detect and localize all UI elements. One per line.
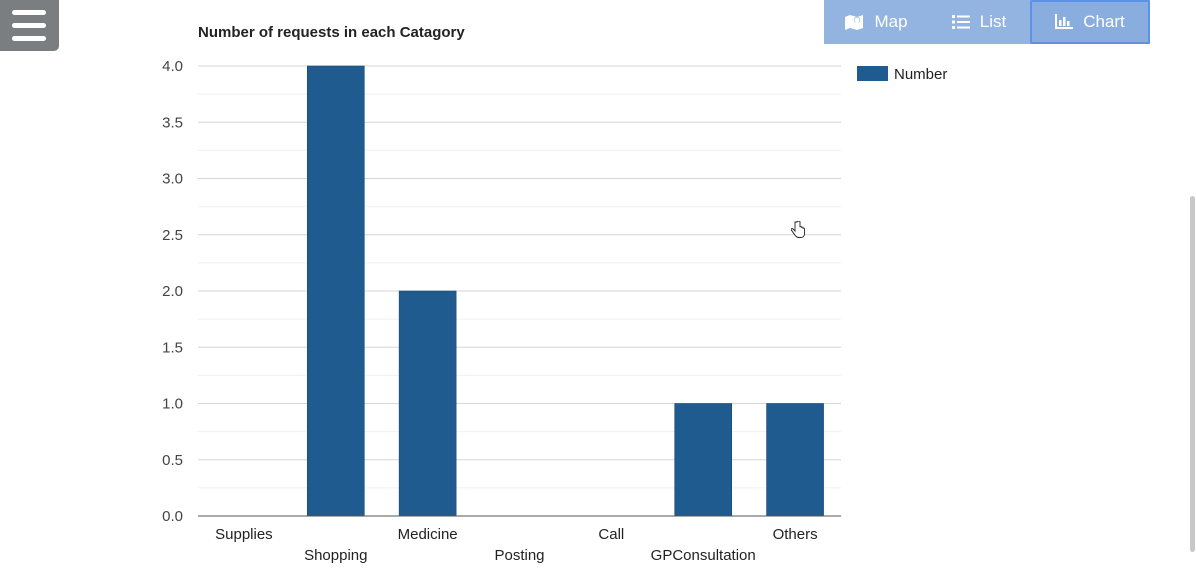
y-tick-label: 0.0	[162, 508, 183, 525]
map-view-button[interactable]: Map	[824, 0, 928, 44]
vertical-scrollbar[interactable]	[1190, 196, 1195, 552]
legend-swatch	[857, 66, 888, 81]
x-tick-label: Supplies	[215, 526, 273, 543]
map-icon	[844, 13, 864, 31]
chart-view-label: Chart	[1083, 12, 1125, 31]
y-tick-label: 1.0	[162, 396, 183, 413]
bar-chart-icon	[1055, 14, 1074, 30]
bar	[674, 403, 733, 517]
view-toggle: Map List Chart	[824, 0, 1150, 44]
x-tick-label: Shopping	[304, 547, 367, 564]
y-tick-label: 2.5	[162, 227, 183, 244]
y-tick-label: 2.0	[162, 283, 183, 300]
hand-cursor-icon	[790, 220, 805, 244]
x-tick-label: Others	[773, 526, 818, 543]
list-icon	[951, 14, 970, 30]
legend-label: Number	[894, 66, 947, 83]
y-tick-label: 3.0	[162, 171, 183, 188]
x-tick-label: Call	[598, 526, 624, 543]
y-tick-label: 4.0	[162, 58, 183, 75]
x-tick-label: Medicine	[398, 526, 458, 543]
bar	[398, 290, 457, 517]
bar	[306, 65, 365, 517]
list-view-button[interactable]: List	[928, 0, 1030, 44]
y-tick-label: 0.5	[162, 452, 183, 469]
chart-title: Number of requests in each Catagory	[198, 24, 465, 41]
menu-button[interactable]	[0, 0, 59, 51]
bar	[766, 403, 824, 517]
map-view-label: Map	[874, 12, 908, 31]
x-tick-label: GPConsultation	[651, 547, 756, 564]
y-tick-label: 3.5	[162, 114, 183, 131]
chart-view-button[interactable]: Chart	[1030, 0, 1150, 44]
x-tick-label: Posting	[494, 547, 544, 564]
y-tick-label: 1.5	[162, 339, 183, 356]
list-view-label: List	[979, 12, 1007, 31]
